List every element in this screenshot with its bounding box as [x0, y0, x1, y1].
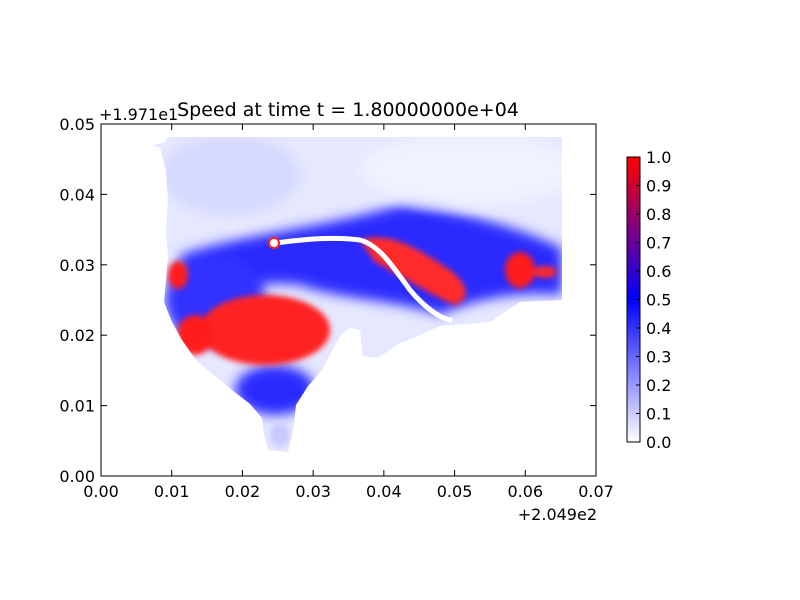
region-east-boundary-fast-2 — [533, 266, 557, 278]
x-tick-label: 0.01 — [154, 482, 190, 501]
region-lower-left-fast — [200, 295, 330, 365]
colorbar-tick-label: 0.0 — [646, 433, 671, 452]
region-east-boundary-fast — [505, 252, 535, 288]
region-upper-left-water — [160, 137, 300, 215]
colorbar-tick-label: 0.6 — [646, 262, 671, 281]
colorbar-axis: 0.0 0.1 0.2 0.3 0.4 0.5 0.6 0.7 0.8 0.9 1.0 — [636, 148, 671, 452]
colorbar-tick-label: 0.5 — [646, 291, 671, 310]
chart-title: Speed at time t = 1.80000000e+04 — [177, 99, 519, 121]
region-southern-inlet — [270, 423, 290, 447]
region-calm-open-water — [360, 137, 562, 205]
x-tick-label: 0.02 — [225, 482, 261, 501]
region-central-band — [180, 205, 562, 315]
colorbar-tick-label: 0.4 — [646, 319, 671, 338]
region-island-point — [360, 363, 372, 373]
axes-frame — [100, 123, 597, 477]
x-offset-label: +2.049e2 — [518, 505, 597, 524]
colorbar-tick-label: 0.2 — [646, 376, 671, 395]
colorbar-tick-label: 0.1 — [646, 405, 671, 424]
region-blue-south — [235, 365, 315, 415]
x-tick-label: 0.07 — [578, 482, 614, 501]
colorbar-tick-label: 1.0 — [646, 148, 671, 167]
region-right-channel-fast — [360, 237, 466, 305]
y-tick-label: 0.05 — [59, 115, 95, 134]
colorbar-tick-label: 0.8 — [646, 205, 671, 224]
source-point — [268, 237, 280, 249]
region-left-edge-fast — [177, 315, 213, 355]
y-tick-label: 0.01 — [59, 397, 95, 416]
colorbar-tick-label: 0.9 — [646, 177, 671, 196]
y-tick-label: 0.02 — [59, 326, 95, 345]
x-tick-label: 0.06 — [507, 482, 543, 501]
white-track — [272, 235, 453, 323]
y-tick-label: 0.03 — [59, 256, 95, 275]
colorbar-tick-label: 0.7 — [646, 234, 671, 253]
region-left-edge-fast-2 — [168, 261, 188, 289]
y-axis: 0.00 0.01 0.02 0.03 0.04 0.05 — [59, 115, 596, 486]
y-tick-label: 0.04 — [59, 185, 95, 204]
x-tick-label: 0.05 — [437, 482, 473, 501]
x-tick-label: 0.00 — [83, 482, 119, 501]
colorbar-tick-label: 0.3 — [646, 348, 671, 367]
x-tick-label: 0.04 — [366, 482, 402, 501]
x-tick-label: 0.03 — [295, 482, 331, 501]
x-axis: 0.00 0.01 0.02 0.03 0.04 0.05 0.06 0.07 — [83, 124, 614, 501]
y-offset-label: +1.971e1 — [99, 105, 178, 124]
speed-heatmap — [152, 137, 562, 452]
y-tick-label: 0.00 — [59, 467, 95, 486]
